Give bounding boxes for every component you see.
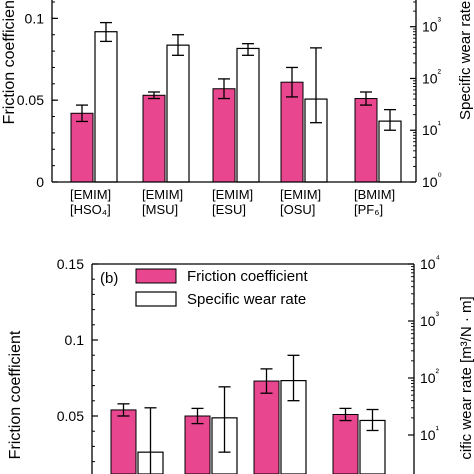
category-label-line-2: [PF₆] bbox=[354, 202, 383, 217]
category-label: [BMIM] [PF₆] bbox=[354, 187, 395, 217]
friction-bar bbox=[70, 112, 94, 183]
panel-b-left-axis-label: Friction coefficient bbox=[7, 330, 24, 459]
right-tick-exponent: ⁰ bbox=[438, 172, 442, 183]
right-tick-label: 10¹ bbox=[422, 120, 442, 138]
friction-bar bbox=[212, 88, 236, 183]
legend-friction-label: Friction coefficient bbox=[187, 268, 308, 285]
left-tick-label: 0.05 bbox=[17, 92, 44, 108]
right-tick-exponent: ² bbox=[438, 68, 442, 79]
friction-bar bbox=[184, 415, 211, 474]
category-label: [EMIM] [ESU] bbox=[212, 187, 253, 217]
category-label-line-1: [EMIM] bbox=[70, 187, 111, 202]
legend-wear-swatch bbox=[135, 291, 177, 307]
left-tick-label: 0 bbox=[36, 174, 44, 190]
friction-bar bbox=[354, 98, 378, 183]
left-tick-label: 0.05 bbox=[57, 408, 84, 424]
wear-bar bbox=[236, 47, 260, 183]
right-tick-exponent: ³ bbox=[438, 17, 442, 28]
wear-bar bbox=[94, 31, 118, 183]
right-tick-label: 10² bbox=[420, 368, 440, 386]
category-label-line-2: [OSU] bbox=[280, 202, 315, 217]
right-tick-label: 10³ bbox=[420, 311, 440, 329]
legend-wear-label: Specific wear rate bbox=[187, 291, 306, 308]
category-label: [EMIM] [OSU] bbox=[280, 187, 321, 217]
right-tick-exponent: ¹ bbox=[436, 425, 440, 436]
category-label-line-1: [EMIM] bbox=[212, 187, 253, 202]
left-tick-label: 0.15 bbox=[57, 256, 84, 272]
category-label-line-2: [ESU] bbox=[212, 202, 246, 217]
panel-b: 0.05 0.1 0.15 10¹ 10² 10³ 10⁴ (b) Friction coeff… bbox=[7, 254, 474, 474]
right-tick-label: 10² bbox=[422, 68, 442, 86]
panel-a-right-axis-label: Specific wear rate [m³/N bbox=[457, 0, 474, 120]
wear-bar bbox=[166, 44, 190, 183]
panel-b-label: (b) bbox=[100, 270, 118, 287]
friction-bar bbox=[253, 380, 280, 474]
right-tick-label: 10³ bbox=[422, 17, 442, 35]
right-tick-exponent: ⁴ bbox=[436, 254, 440, 265]
category-label-line-2: [HSO₄] bbox=[70, 202, 111, 217]
category-label-line-1: [BMIM] bbox=[354, 187, 395, 202]
category-label-line-1: [EMIM] bbox=[280, 187, 321, 202]
category-label-line-1: [EMIM] bbox=[142, 187, 183, 202]
category-label: [EMIM] [MSU] bbox=[142, 187, 183, 217]
left-tick-label: 0.1 bbox=[65, 332, 85, 348]
legend-friction-swatch bbox=[135, 268, 177, 284]
right-tick-exponent: ² bbox=[436, 368, 440, 379]
right-tick-label: 10¹ bbox=[420, 425, 440, 443]
right-tick-exponent: ³ bbox=[436, 311, 440, 322]
friction-bar bbox=[110, 409, 137, 474]
panel-a-left-axis-label: Friction coefficient bbox=[1, 0, 18, 124]
category-label-line-2: [MSU] bbox=[142, 202, 178, 217]
right-tick-label: 10⁰ bbox=[422, 172, 442, 190]
panel-b-right-axis-label: cific wear rate [m³/N · m] bbox=[458, 296, 474, 459]
category-label: [EMIM] [HSO₄] bbox=[70, 187, 111, 217]
left-tick-label: 0.1 bbox=[25, 10, 45, 26]
right-tick-label: 10⁴ bbox=[420, 254, 440, 272]
friction-bar bbox=[332, 413, 359, 474]
right-tick-exponent: ¹ bbox=[438, 120, 442, 131]
friction-bar bbox=[142, 94, 166, 183]
